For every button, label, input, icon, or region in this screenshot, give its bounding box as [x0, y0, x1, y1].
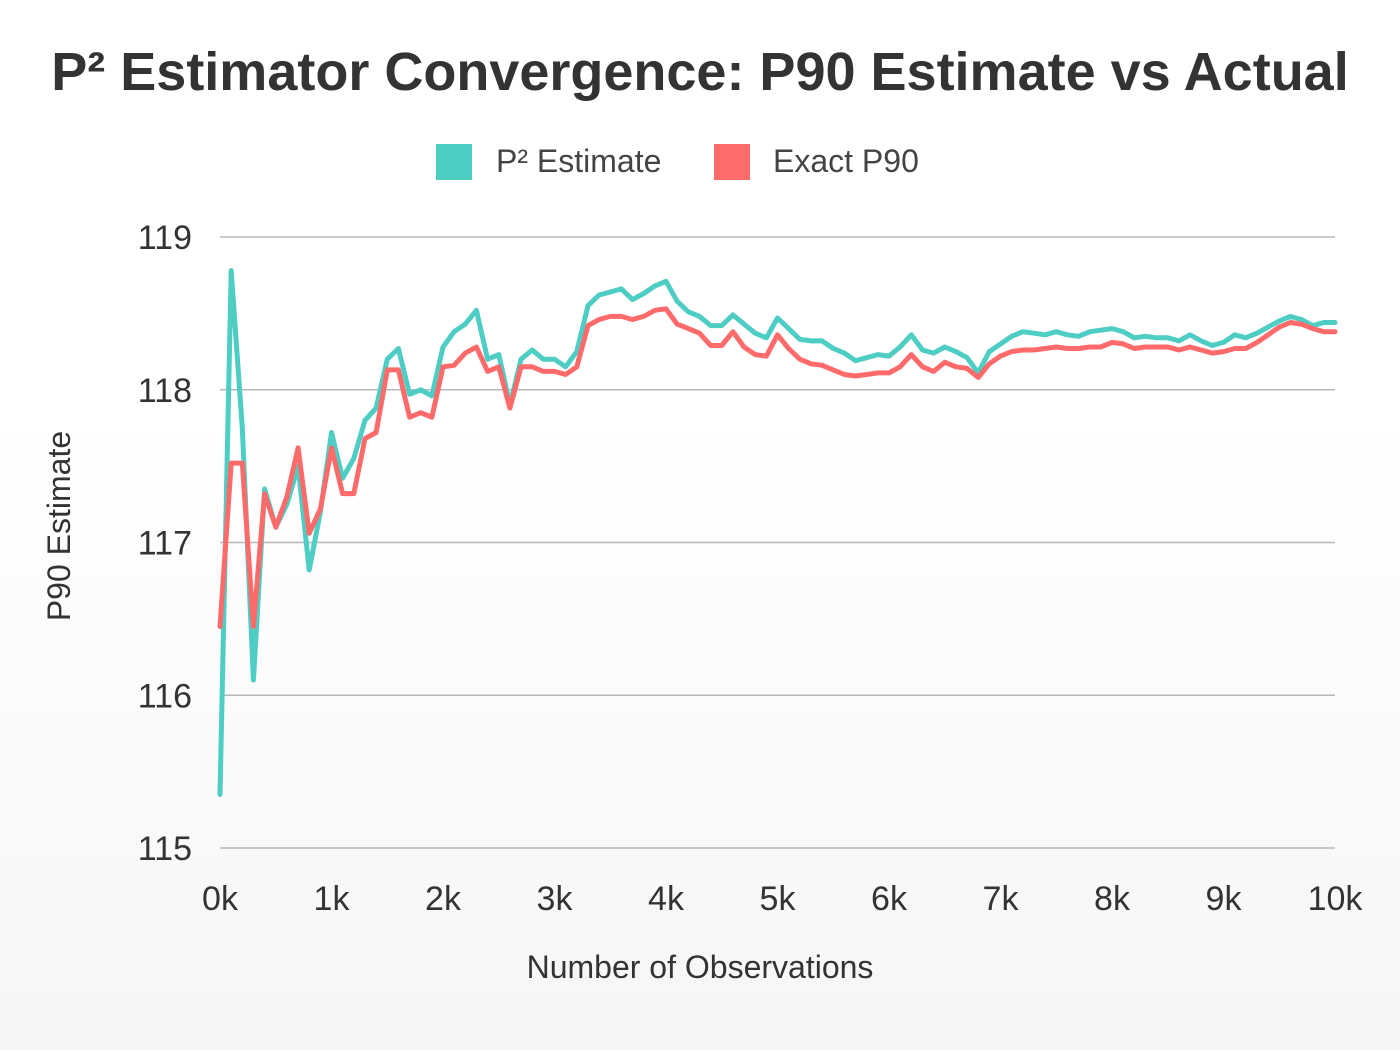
series-line-exact-p90 [217, 306, 1338, 629]
x-tick-label: 4k [648, 880, 685, 918]
series-line-p2-estimate [217, 268, 1338, 797]
y-axis-ticks: 115 116 117 118 119 [138, 219, 192, 868]
grid-lines [220, 236, 1335, 849]
x-axis-ticks: 0k 1k 2k 3k 4k 5k 6k 7k 8k 9k 10k [202, 880, 1363, 918]
x-axis-label: Number of Observations [527, 949, 874, 985]
legend-label-p2-estimate: P² Estimate [496, 143, 661, 179]
legend-label-exact-p90: Exact P90 [773, 143, 919, 179]
y-tick-label: 118 [138, 372, 192, 410]
y-tick-label: 117 [138, 525, 192, 563]
y-tick-label: 119 [138, 219, 192, 257]
series-lines [217, 268, 1338, 797]
x-tick-label: 3k [537, 880, 574, 918]
y-tick-label: 116 [138, 677, 192, 715]
x-tick-label: 7k [983, 880, 1020, 918]
legend-swatch-exact-p90 [714, 144, 750, 180]
y-tick-label: 115 [138, 830, 192, 868]
x-tick-label: 5k [760, 880, 797, 918]
x-tick-label: 9k [1206, 880, 1243, 918]
y-axis-label: P90 Estimate [41, 431, 77, 621]
x-tick-label: 1k [314, 880, 351, 918]
chart-title: P² Estimator Convergence: P90 Estimate v… [51, 42, 1348, 102]
legend: P² Estimate Exact P90 [436, 143, 919, 180]
x-tick-label: 0k [202, 880, 239, 918]
x-tick-label: 2k [425, 880, 462, 918]
x-tick-label: 6k [871, 880, 908, 918]
x-tick-label: 8k [1094, 880, 1131, 918]
legend-swatch-p2-estimate [436, 144, 472, 180]
x-tick-label: 10k [1308, 880, 1364, 918]
